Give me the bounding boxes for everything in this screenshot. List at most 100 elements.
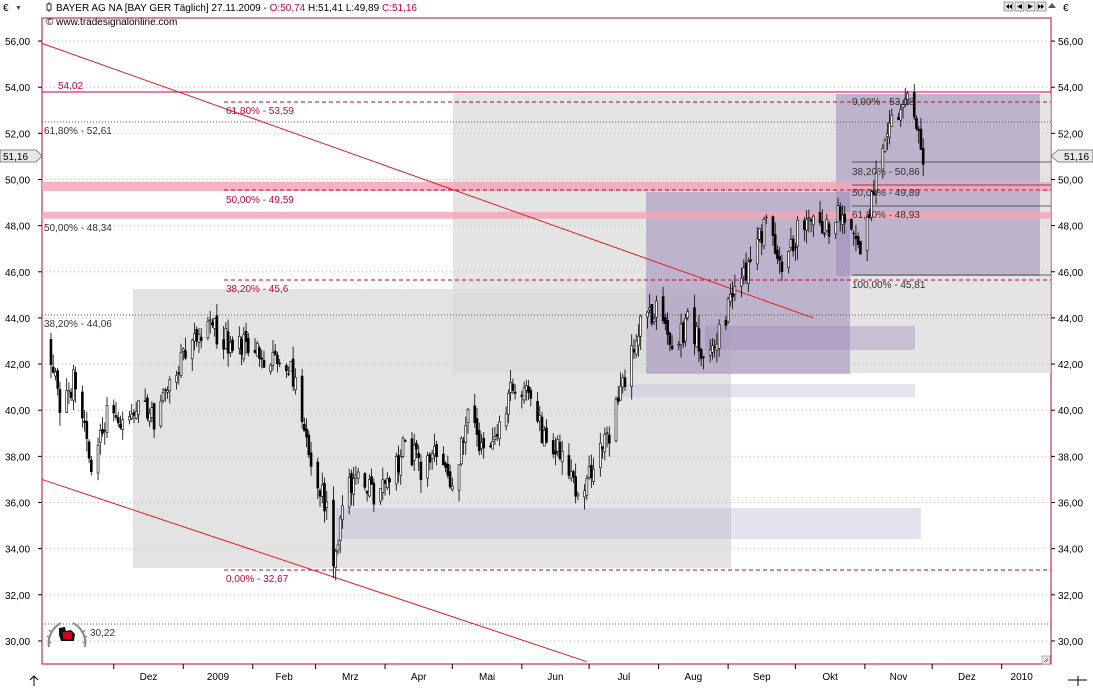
candle-body xyxy=(238,336,241,350)
candle xyxy=(130,403,133,421)
candle-body xyxy=(338,517,342,541)
x-tick-label: Jun xyxy=(547,672,563,683)
candle-body xyxy=(650,304,654,324)
candle xyxy=(464,416,468,455)
candle xyxy=(874,160,878,205)
candle-body xyxy=(538,415,542,422)
candle-body xyxy=(715,343,719,351)
candle xyxy=(827,221,831,244)
dropdown-icon[interactable]: ▼ xyxy=(15,5,22,12)
scroll-arrow-icon[interactable] xyxy=(1048,3,1056,8)
candle-body xyxy=(603,434,607,453)
candle-body xyxy=(368,479,371,497)
candle-body xyxy=(827,223,831,237)
candle xyxy=(511,378,515,395)
candle-body xyxy=(370,476,373,485)
x-tick-label: Dez xyxy=(958,672,976,683)
y-tick-label-left: 32,00 xyxy=(5,591,30,602)
candle xyxy=(522,381,526,405)
candle-body xyxy=(778,256,781,261)
x-tick-label: Mrz xyxy=(342,672,359,683)
support-zone xyxy=(42,181,1051,192)
candle xyxy=(630,334,634,400)
candle-body xyxy=(567,455,571,476)
resize-grip-icon[interactable] xyxy=(1041,655,1051,665)
candle xyxy=(493,426,497,445)
candle xyxy=(576,491,580,501)
candle xyxy=(255,340,259,357)
price-tag-right-text: 51,16 xyxy=(1064,152,1089,163)
candle-body xyxy=(708,349,712,356)
candle xyxy=(560,440,564,475)
candle-body xyxy=(334,550,338,568)
candle xyxy=(412,433,416,471)
candle-body xyxy=(386,478,389,489)
candle-body xyxy=(226,331,230,354)
candle-body xyxy=(695,326,699,348)
candle xyxy=(607,426,611,457)
trendline-upper xyxy=(41,42,814,319)
fib-left-label-38: 38,20% - 44,06 xyxy=(44,319,112,330)
candle-body xyxy=(58,389,62,413)
x-tick-label: Okt xyxy=(822,672,838,683)
candle xyxy=(356,468,360,484)
candle-body xyxy=(260,357,264,360)
candle xyxy=(199,328,203,349)
candle xyxy=(168,376,172,404)
candle xyxy=(805,210,808,244)
candle xyxy=(740,267,743,298)
candle xyxy=(498,415,501,446)
candle xyxy=(749,246,752,263)
candle-body xyxy=(184,350,187,359)
candle-body xyxy=(572,471,575,478)
candle xyxy=(477,422,481,456)
candle xyxy=(603,427,607,461)
candle-body xyxy=(352,478,355,495)
candle xyxy=(305,418,308,448)
candle xyxy=(791,235,795,257)
candle-body xyxy=(791,238,795,252)
candle-body xyxy=(323,482,326,512)
candle-body xyxy=(475,418,479,435)
candle-body xyxy=(525,385,528,391)
candle xyxy=(504,406,508,431)
candle xyxy=(74,366,77,403)
y-axis-left: 30,00 32,00 34,00 36,00 38,00 40,00 42,00 44,00… xyxy=(5,37,42,648)
candle-body xyxy=(197,333,201,343)
candle-body xyxy=(744,262,748,281)
candle xyxy=(181,347,185,361)
candle xyxy=(457,464,461,502)
candle-body xyxy=(495,433,499,437)
x-tick-label: Nov xyxy=(890,672,908,683)
y-tick-label-right: 34,00 xyxy=(1058,545,1083,556)
candle-body xyxy=(764,216,768,219)
candle-body xyxy=(193,333,196,342)
candle xyxy=(244,322,248,355)
candle-body xyxy=(397,454,400,473)
candle-body xyxy=(462,441,465,443)
nav-arrows-icon[interactable] xyxy=(1003,1,1047,12)
candle-body xyxy=(309,452,313,467)
candle-body xyxy=(623,377,627,387)
candle-body xyxy=(128,416,131,421)
candle xyxy=(686,307,690,321)
candle xyxy=(711,338,714,360)
candle-body xyxy=(134,411,138,419)
candle xyxy=(717,319,721,357)
candle xyxy=(363,472,367,491)
candle-body xyxy=(365,491,369,494)
candle xyxy=(551,433,555,459)
candle xyxy=(677,340,681,351)
candle-body xyxy=(621,377,625,388)
candle xyxy=(823,231,826,238)
candle xyxy=(368,474,371,498)
level-labels: 54,02 61,80% - 53,59 50,00% - 49,59 38,2… xyxy=(44,81,926,639)
candle xyxy=(114,401,118,421)
candle-body xyxy=(175,375,178,383)
candle xyxy=(755,226,759,271)
candle xyxy=(381,467,385,501)
candle xyxy=(818,200,822,227)
candle-body xyxy=(464,424,468,443)
candle xyxy=(901,99,905,119)
candle xyxy=(116,412,120,427)
